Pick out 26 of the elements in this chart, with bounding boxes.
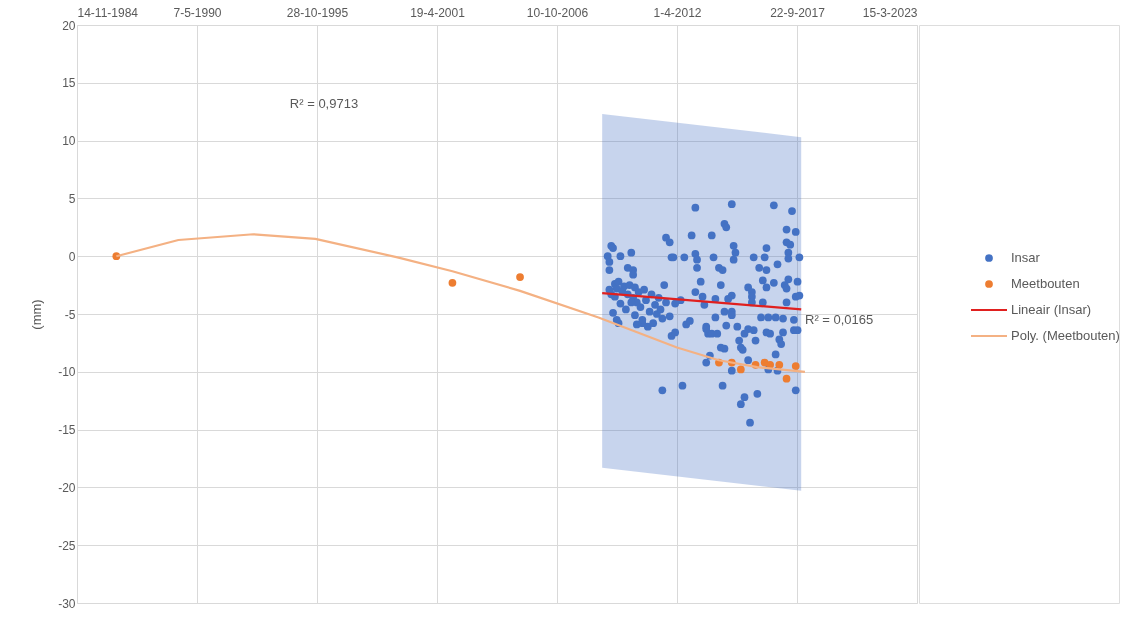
annotation: R² = 0,9713: [289, 96, 359, 111]
y-tick-label: -20: [58, 480, 76, 495]
y-tick-label: 0: [68, 249, 76, 264]
y-tick-label: 20: [62, 18, 76, 33]
y-tick-label: -30: [58, 596, 76, 611]
y-tick-label: -25: [58, 538, 76, 553]
legend-label: Insar: [1011, 250, 1041, 265]
y-tick-label: -15: [58, 423, 76, 438]
y-tick-label: 15: [62, 76, 76, 91]
x-tick-label: 22-9-2017: [770, 5, 826, 20]
x-tick-label: 14-11-1984: [77, 5, 139, 20]
y-axis-title: (mm): [29, 299, 45, 330]
x-tick-label: 7-5-1990: [173, 5, 222, 20]
y-tick-label: 10: [62, 134, 76, 149]
y-tick-label: 5: [68, 191, 76, 206]
x-tick-label: 19-4-2001: [410, 5, 466, 20]
x-tick-label: 15-3-2023: [862, 5, 918, 20]
legend-label: Lineair (Insar): [1011, 302, 1092, 317]
legend-label: Meetbouten: [1011, 276, 1080, 291]
annotation: R² = 0,0165: [805, 312, 874, 327]
x-tick-label: 10-10-2006: [526, 5, 589, 20]
y-tick-label: -10: [58, 365, 76, 380]
x-tick-label: 1-4-2012: [653, 5, 702, 20]
y-tick-label: -5: [64, 307, 76, 322]
legend-label: Poly. (Meetbouten): [1011, 328, 1120, 343]
x-tick-label: 28-10-1995: [286, 5, 349, 20]
